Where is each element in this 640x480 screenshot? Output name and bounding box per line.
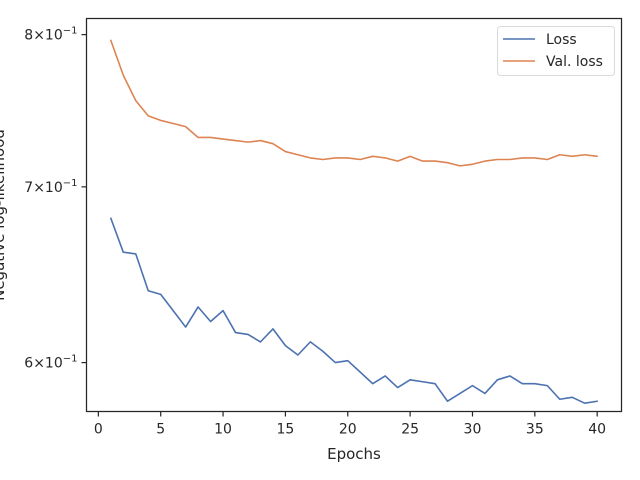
series-line-loss: [110, 217, 598, 405]
series-line-val-loss: [110, 39, 598, 167]
x-tick-label: 40: [588, 422, 606, 438]
x-axis: 0 5 10 15 20 25 30 35 40: [94, 411, 606, 438]
y-tick-label: 7×10−1: [24, 178, 77, 196]
y-axis: 6×10−1 7×10−1 8×10−1: [24, 26, 87, 372]
legend-label-loss: Loss: [546, 32, 577, 48]
x-axis-label: Epochs: [327, 445, 381, 463]
x-tick-label: 0: [94, 422, 103, 438]
x-tick-label: 20: [339, 422, 357, 438]
x-tick-label: 15: [276, 422, 294, 438]
x-tick-label: 30: [464, 422, 482, 438]
y-tick-label: 8×10−1: [24, 26, 77, 44]
axes-frame: [85, 17, 623, 413]
x-tick-label: 35: [526, 422, 544, 438]
y-tick-label: 6×10−1: [24, 354, 77, 372]
legend: Loss Val. loss: [497, 26, 615, 76]
x-tick-label: 10: [214, 422, 232, 438]
plot-lines: [110, 39, 598, 405]
legend-label-val-loss: Val. loss: [546, 54, 603, 70]
x-tick-label: 5: [156, 422, 165, 438]
x-tick-label: 25: [401, 422, 419, 438]
y-axis-label: Negative log-likelihood: [0, 129, 8, 301]
